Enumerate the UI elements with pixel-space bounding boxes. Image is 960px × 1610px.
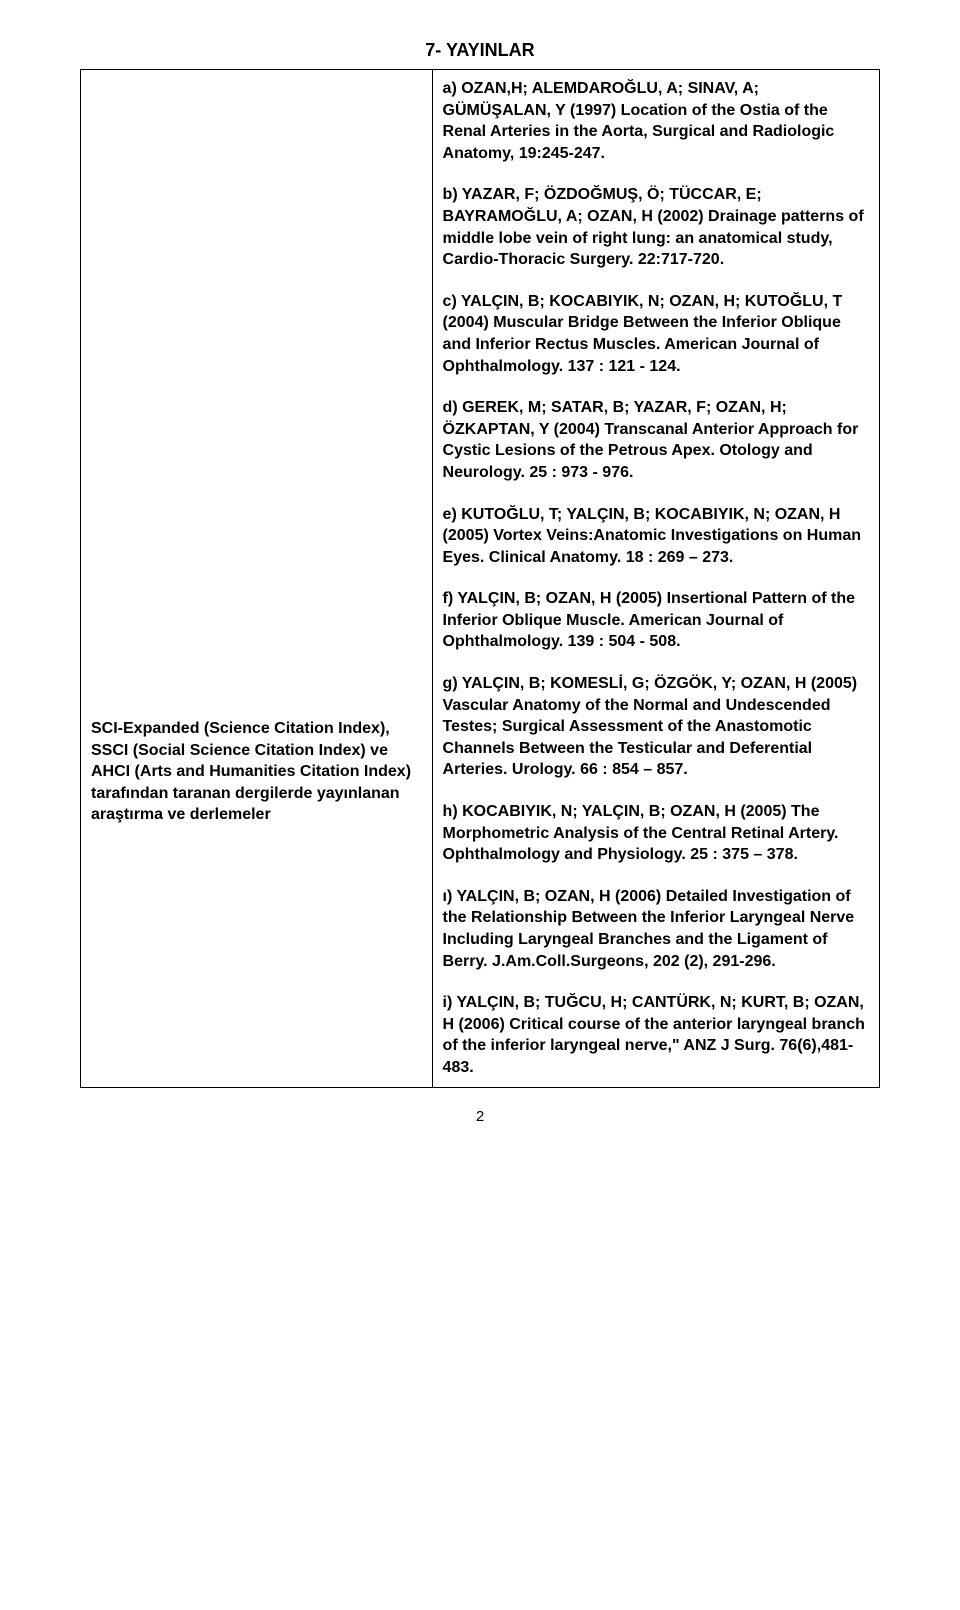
right-cell: a) OZAN,H; ALEMDAROĞLU, A; SINAV, A; GÜM… bbox=[432, 70, 879, 1088]
page-number: 2 bbox=[80, 1108, 880, 1125]
left-cell: SCI-Expanded (Science Citation Index), S… bbox=[81, 70, 433, 1088]
publication-entry: a) OZAN,H; ALEMDAROĞLU, A; SINAV, A; GÜM… bbox=[443, 78, 869, 164]
publication-entry: c) YALÇIN, B; KOCABIYIK, N; OZAN, H; KUT… bbox=[443, 291, 869, 377]
publication-entry: f) YALÇIN, B; OZAN, H (2005) Insertional… bbox=[443, 588, 869, 653]
publication-entry: d) GEREK, M; SATAR, B; YAZAR, F; OZAN, H… bbox=[443, 397, 869, 483]
publication-entry: g) YALÇIN, B; KOMESLİ, G; ÖZGÖK, Y; OZAN… bbox=[443, 673, 869, 781]
section-title: 7- YAYINLAR bbox=[80, 40, 880, 61]
publications-table: SCI-Expanded (Science Citation Index), S… bbox=[80, 69, 880, 1088]
publication-entry: i) YALÇIN, B; TUĞCU, H; CANTÜRK, N; KURT… bbox=[443, 992, 869, 1078]
publication-entry: ı) YALÇIN, B; OZAN, H (2006) Detailed In… bbox=[443, 886, 869, 972]
publication-entry: h) KOCABIYIK, N; YALÇIN, B; OZAN, H (200… bbox=[443, 801, 869, 866]
citation-index-description: SCI-Expanded (Science Citation Index), S… bbox=[91, 78, 422, 826]
publication-entry: e) KUTOĞLU, T; YALÇIN, B; KOCABIYIK, N; … bbox=[443, 504, 869, 569]
publication-entry: b) YAZAR, F; ÖZDOĞMUŞ, Ö; TÜCCAR, E; BAY… bbox=[443, 184, 869, 270]
